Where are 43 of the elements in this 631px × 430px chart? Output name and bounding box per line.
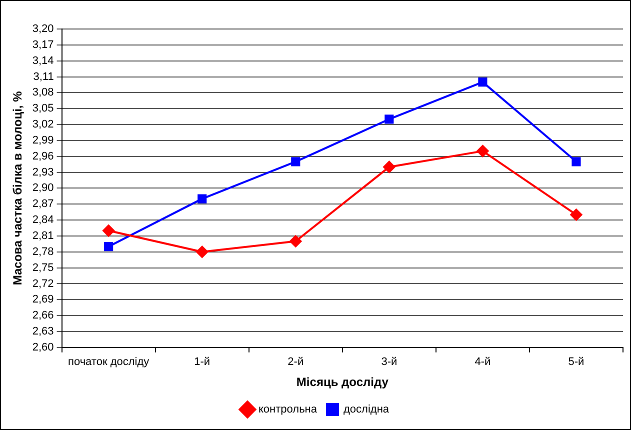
point [478,78,488,87]
point [198,194,207,204]
y-tick-label: 3,11 [33,70,54,83]
point [384,114,394,124]
y-tick-label: 2,87 [32,198,54,210]
point [104,242,114,252]
x-tick-label: 2-й [288,356,304,368]
point [102,224,115,237]
y-tick-label: 2,75 [32,262,54,274]
y-tick-label: 2,63 [32,326,54,338]
y-tick-label: 2,81 [32,230,54,242]
y-tick-label: 2,96 [32,150,54,162]
y-tick-label: 3,14 [32,54,54,67]
point [290,235,302,248]
y-tick-label: 3,02 [32,118,54,131]
y-tick-label: 2,84 [32,214,54,226]
y-tick-label: 2,60 [32,341,54,354]
x-tick-label: 1-й [194,356,210,368]
point [383,160,396,173]
legend-label: дослідна [343,404,390,416]
y-tick-label: 2,99 [32,134,54,146]
point [196,246,208,258]
x-tick-label: 5-й [568,356,584,368]
y-tick-label: 3,05 [32,102,54,115]
x-tick-label: 4-й [474,356,491,368]
point [572,157,581,166]
point [476,145,489,158]
y-tick-label: 2,93 [32,166,54,178]
point [570,208,582,221]
x-tick-label: початок досліду [68,356,150,368]
y-tick-label: 2,72 [32,278,54,290]
point [291,157,300,166]
y-tick-label: 2,69 [32,294,54,306]
x-tick-label: 3-й [381,356,398,368]
x-axis-title: Місяць досліду [296,375,389,390]
legend-label: контрольна [258,404,318,416]
y-tick-label: 3,08 [32,86,54,99]
y-tick-label: 2,78 [32,246,54,258]
y-axis-title: Масова частка білка в молоці, % [10,90,25,286]
y-tick-label: 3,20 [32,23,54,36]
y-tick-label: 2,66 [32,310,54,322]
y-tick-label: 2,90 [32,182,54,194]
y-tick-label: 3,17 [32,38,54,51]
